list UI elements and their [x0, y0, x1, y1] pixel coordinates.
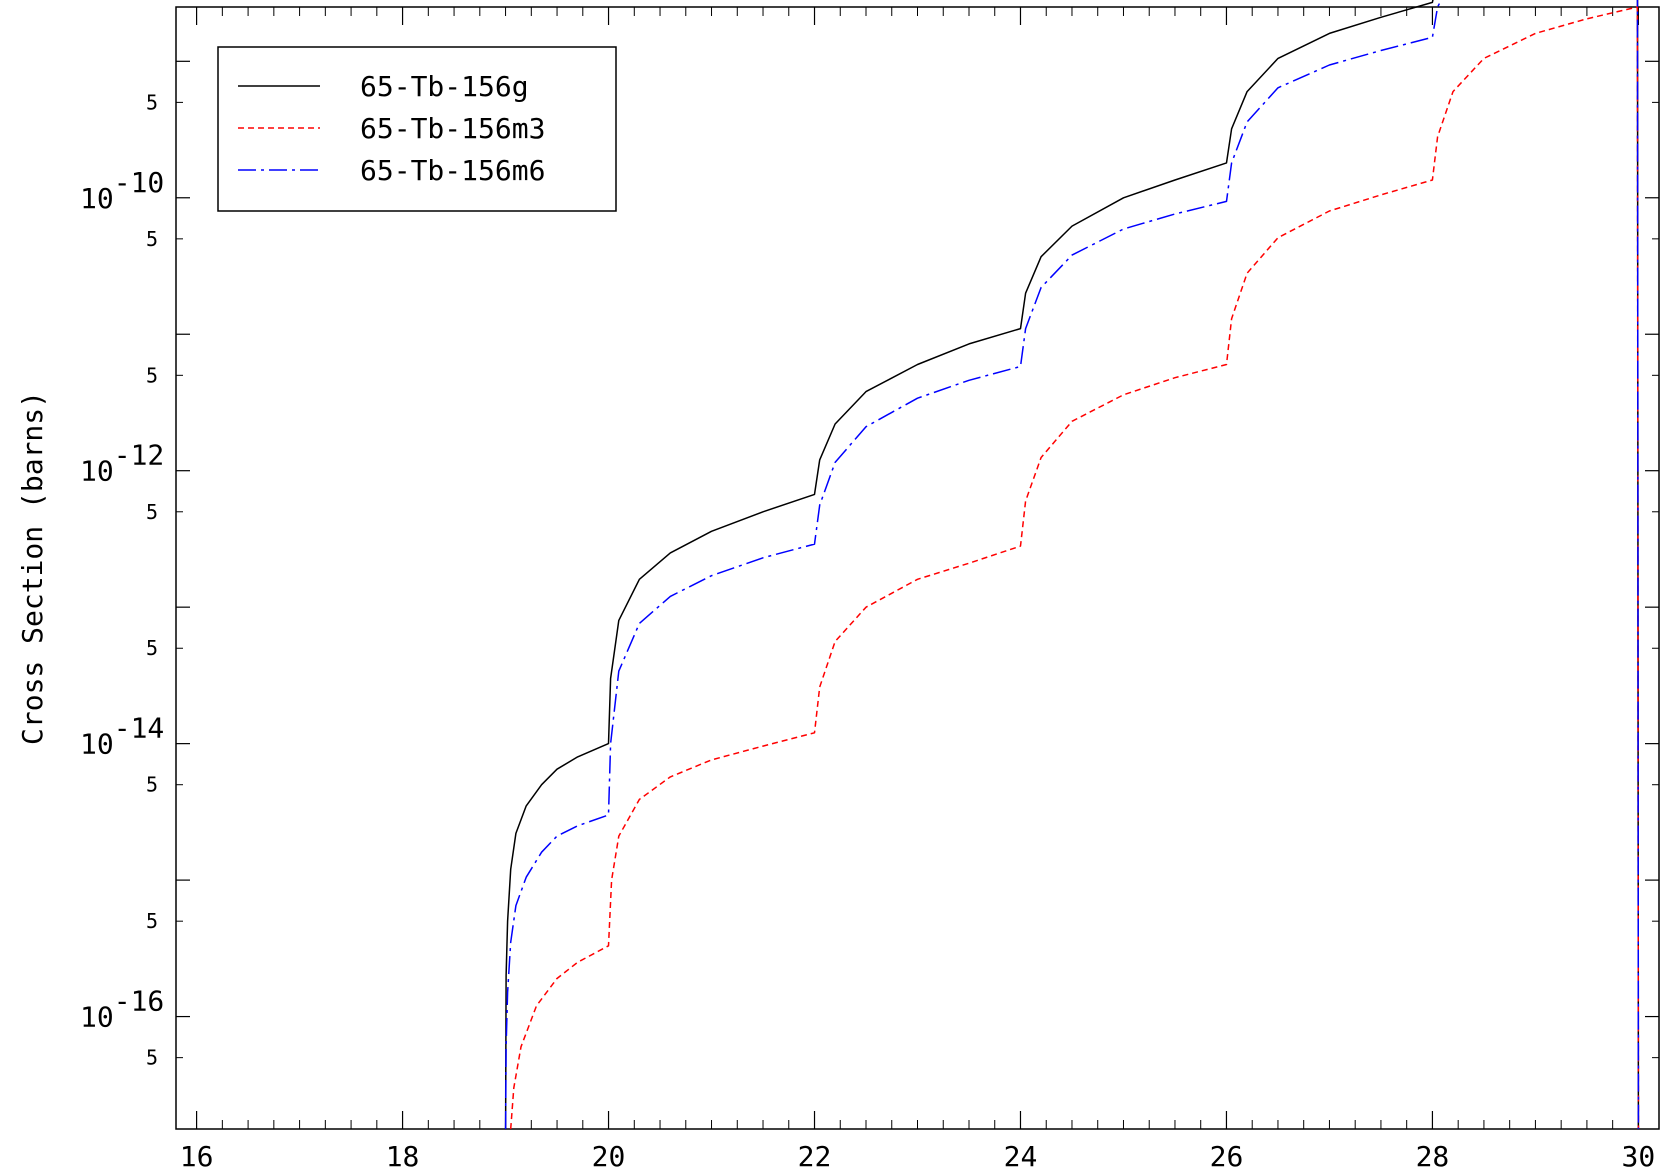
y-minor-tick-label: 5: [146, 636, 158, 660]
y-minor-tick-label: 5: [146, 500, 158, 524]
y-minor-tick-label: 5: [146, 1046, 158, 1070]
series-layer: [504, 0, 1640, 1130]
y-minor-tick-label: 5: [146, 90, 158, 114]
axis-tick-labels: 16 18 20 22 24 26 28 30 10-10 10-12 10-14 10-16 5 5 5 5…: [80, 90, 1655, 1173]
x-tick-label: 16: [180, 1140, 214, 1173]
x-tick-label: 30: [1622, 1140, 1656, 1173]
x-tick-label: 24: [1004, 1140, 1038, 1173]
y-minor-tick-label: 5: [146, 227, 158, 251]
legend: 65-Tb-156g 65-Tb-156m3 65-Tb-156m6: [217, 46, 617, 212]
y-tick-label: 10-14: [80, 712, 164, 761]
y-minor-tick-label: 5: [146, 363, 158, 387]
x-tick-label: 18: [386, 1140, 420, 1173]
y-minor-tick-label: 5: [146, 909, 158, 933]
y-tick-label: 10-16: [80, 985, 164, 1034]
x-tick-label: 22: [798, 1140, 832, 1173]
legend-label-65-tb-156g: 65-Tb-156g: [360, 70, 529, 103]
y-minor-tick-label: 5: [146, 773, 158, 797]
x-tick-label: 20: [592, 1140, 626, 1173]
y-tick-label: 10-12: [80, 439, 164, 488]
axis-ticks: [176, 7, 1659, 1129]
x-tick-label: 26: [1210, 1140, 1244, 1173]
x-tick-label: 28: [1416, 1140, 1450, 1173]
y-tick-label: 10-10: [80, 166, 164, 215]
legend-box: [217, 46, 617, 212]
legend-label-65-tb-156m6: 65-Tb-156m6: [360, 154, 545, 187]
legend-label-65-tb-156m3: 65-Tb-156m3: [360, 112, 545, 145]
series-line-65-tb-156m3: [509, 6, 1640, 1130]
series-line-65-tb-156g: [504, 0, 1640, 1130]
series-line-65-tb-156m6: [504, 0, 1640, 1130]
y-axis-label: Cross Section (barns): [16, 391, 49, 745]
